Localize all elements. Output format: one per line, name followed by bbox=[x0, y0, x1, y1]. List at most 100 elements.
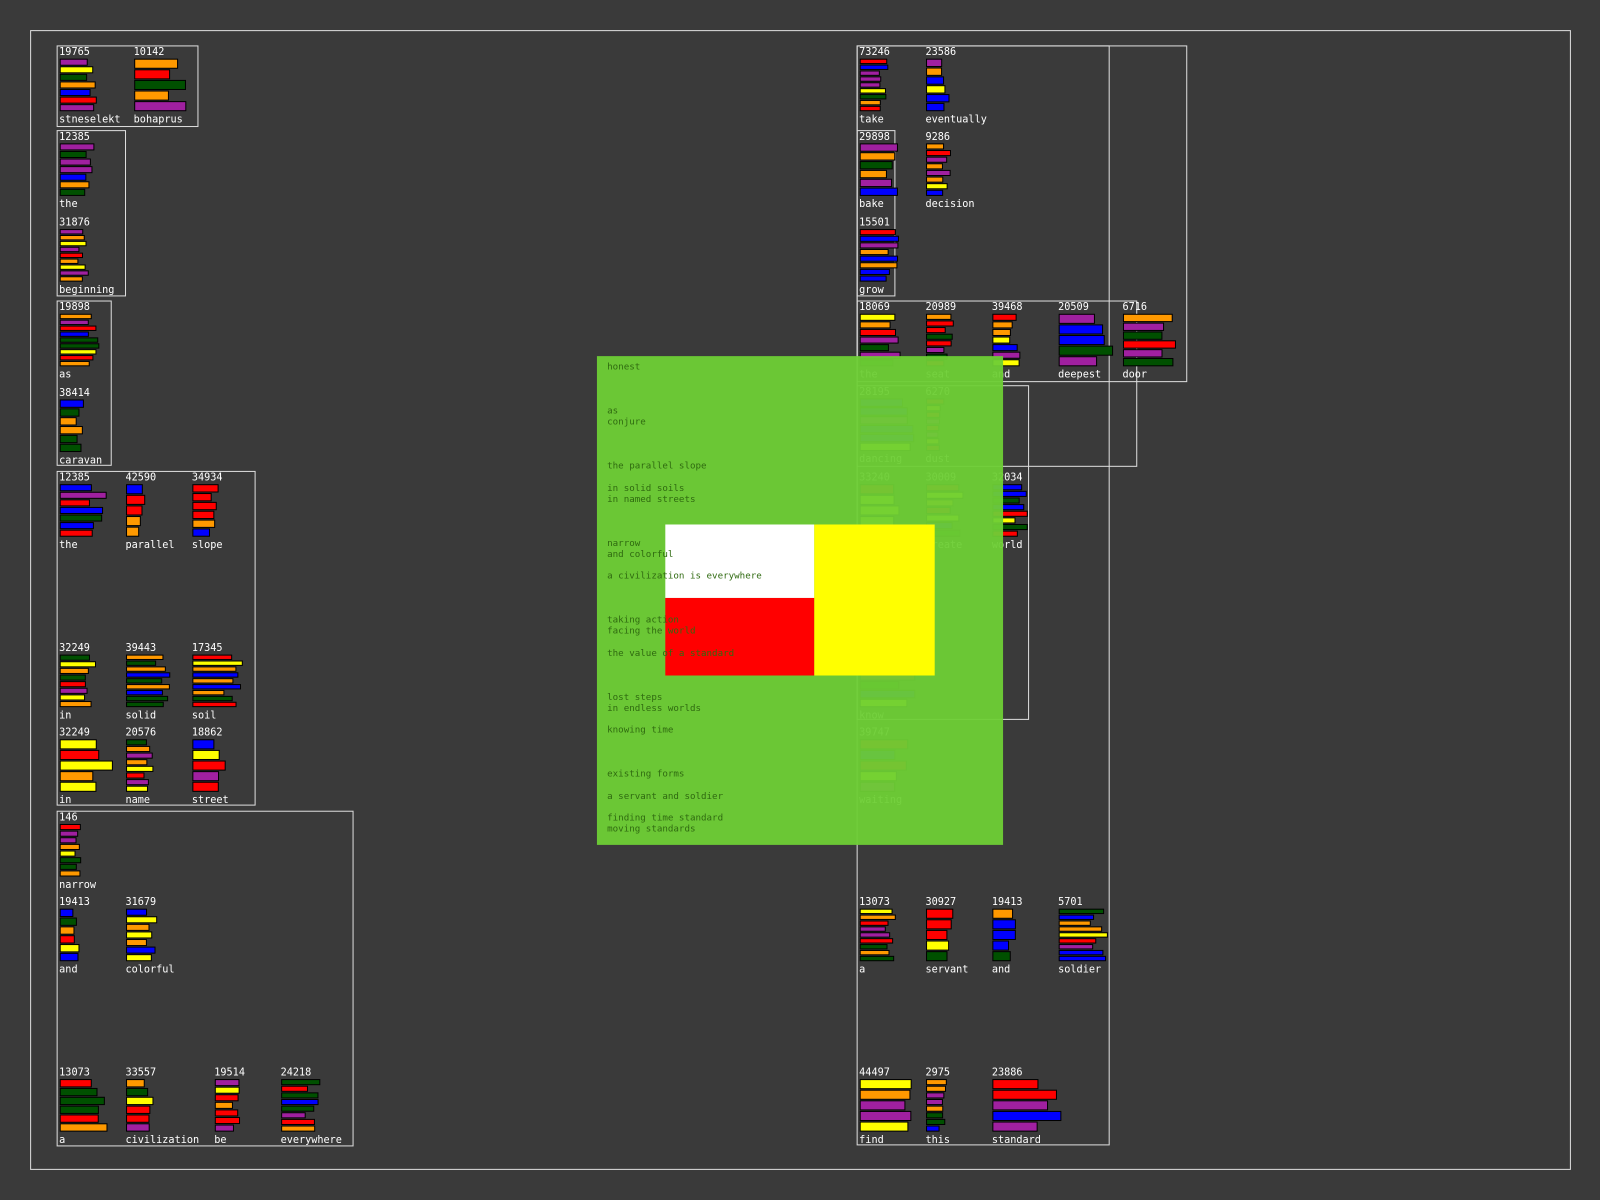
bar bbox=[134, 101, 187, 112]
bar bbox=[859, 321, 891, 329]
word-widget: 10142 bohaprus bbox=[134, 47, 187, 125]
bar bbox=[926, 85, 946, 94]
bar bbox=[126, 654, 164, 660]
bar bbox=[859, 1121, 909, 1132]
bar bbox=[59, 522, 94, 530]
word-widget: 6716 door bbox=[1122, 302, 1176, 381]
bar bbox=[859, 187, 898, 196]
panel-block bbox=[665, 597, 815, 676]
word-widget: 15501 grow bbox=[859, 218, 899, 296]
word-widget: 19765 stneselekt bbox=[59, 47, 120, 125]
widget-number: 33557 bbox=[126, 1068, 157, 1079]
widget-label: the bbox=[59, 199, 77, 210]
widget-label: as bbox=[59, 370, 71, 381]
bar bbox=[1058, 944, 1094, 950]
bar bbox=[126, 745, 151, 753]
bar bbox=[126, 484, 143, 495]
word-widget: 19898 as bbox=[59, 302, 100, 381]
bar bbox=[126, 931, 153, 939]
bar bbox=[59, 952, 79, 962]
bar bbox=[214, 1086, 240, 1094]
bar bbox=[126, 689, 163, 696]
widget-label: a bbox=[859, 964, 865, 975]
widget-label: eventually bbox=[926, 114, 987, 125]
panel-line: honest bbox=[607, 361, 640, 372]
bar bbox=[126, 765, 154, 772]
bar bbox=[59, 343, 100, 349]
bar bbox=[992, 919, 1016, 930]
panel-line: lost steps bbox=[607, 692, 662, 703]
widget-label: civilization bbox=[126, 1135, 200, 1146]
bar bbox=[992, 1110, 1062, 1122]
bar bbox=[859, 914, 896, 920]
widget-number: 15501 bbox=[859, 218, 890, 229]
bar bbox=[59, 1087, 98, 1097]
word-widget: 33557 civilization bbox=[126, 1068, 200, 1146]
bar bbox=[859, 76, 882, 82]
panel-line: facing the world bbox=[607, 626, 695, 637]
word-widget: 44497 find bbox=[859, 1068, 912, 1146]
bar bbox=[926, 346, 945, 354]
bar bbox=[126, 785, 149, 792]
frame bbox=[856, 130, 896, 297]
widget-label: bohaprus bbox=[134, 114, 183, 125]
widget-label: find bbox=[859, 1135, 884, 1146]
bar bbox=[1122, 357, 1174, 367]
widget-label: deepest bbox=[1058, 370, 1101, 381]
bar bbox=[1058, 345, 1114, 356]
word-widget: 13073 a bbox=[59, 1068, 108, 1146]
widget-number: 146 bbox=[59, 812, 77, 823]
bar bbox=[192, 781, 219, 792]
word-widget: 146 narrow bbox=[59, 812, 97, 890]
bar bbox=[59, 355, 94, 361]
panel-block bbox=[814, 524, 935, 676]
bar bbox=[59, 188, 86, 196]
bar bbox=[126, 684, 170, 690]
widget-number: 39468 bbox=[992, 302, 1023, 313]
word-widget: 73246 take bbox=[859, 47, 890, 125]
bar bbox=[59, 823, 81, 831]
widget-label: bake bbox=[859, 199, 884, 210]
bar bbox=[1122, 331, 1163, 340]
bar bbox=[59, 426, 83, 435]
bar bbox=[926, 1118, 946, 1125]
bar bbox=[992, 1121, 1038, 1132]
bar bbox=[859, 152, 896, 161]
bar bbox=[859, 82, 881, 88]
widget-label: solid bbox=[126, 710, 157, 721]
bar bbox=[281, 1105, 315, 1112]
panel-line: and colorful bbox=[607, 549, 673, 560]
widget-label: and bbox=[992, 964, 1010, 975]
bar bbox=[59, 417, 77, 426]
bar bbox=[926, 102, 945, 112]
widget-number: 20576 bbox=[126, 728, 157, 739]
bar bbox=[859, 313, 896, 321]
bar bbox=[1122, 349, 1163, 358]
bar bbox=[192, 760, 226, 771]
widget-label: decision bbox=[926, 199, 975, 210]
bar bbox=[859, 268, 890, 275]
widget-number: 31679 bbox=[126, 897, 157, 908]
bar bbox=[859, 235, 899, 242]
bar bbox=[59, 1105, 99, 1114]
widget-label: be bbox=[214, 1135, 226, 1146]
bar bbox=[59, 935, 75, 944]
bar bbox=[192, 689, 225, 696]
bar bbox=[992, 328, 1011, 337]
bar bbox=[192, 695, 233, 702]
bar bbox=[59, 506, 104, 514]
bar bbox=[859, 88, 886, 94]
bar bbox=[126, 916, 158, 924]
bar bbox=[1122, 340, 1176, 349]
widget-label: colorful bbox=[126, 964, 175, 975]
bar bbox=[859, 178, 893, 188]
bar bbox=[926, 58, 943, 68]
word-widget: 12385 the bbox=[59, 473, 107, 551]
bar bbox=[59, 96, 97, 104]
widget-number: 9286 bbox=[926, 132, 951, 143]
widget-label: everywhere bbox=[281, 1135, 342, 1146]
bar bbox=[59, 701, 92, 708]
bar bbox=[126, 772, 145, 779]
bar bbox=[859, 229, 896, 236]
word-widget: 34934 slope bbox=[192, 473, 223, 551]
